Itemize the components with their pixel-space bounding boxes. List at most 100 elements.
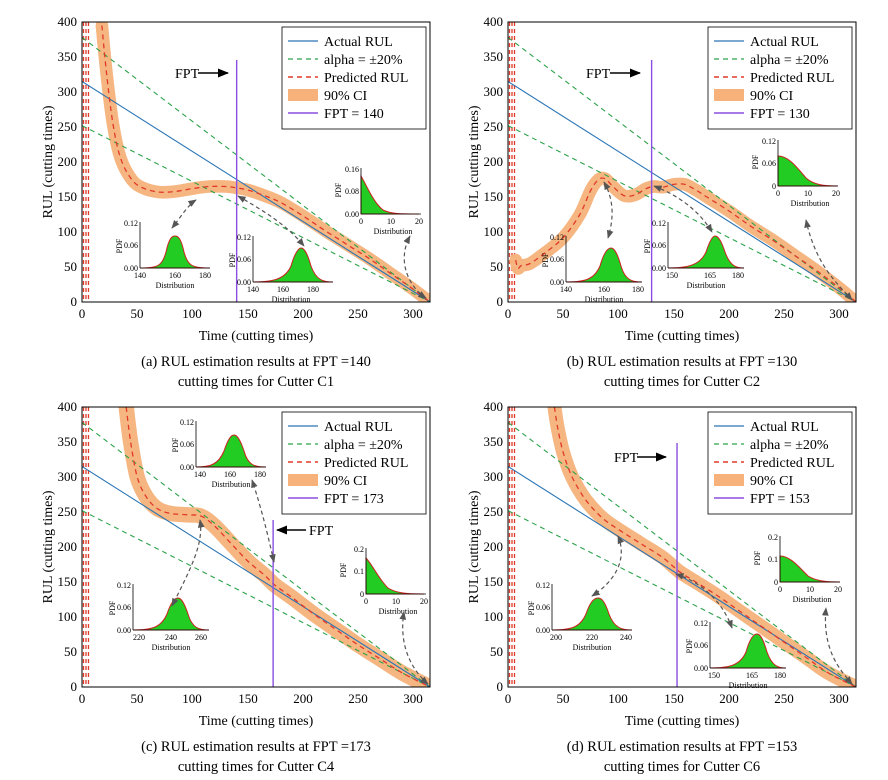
inset-arrows <box>171 195 427 299</box>
inset-ytick: 0.06 <box>237 255 251 264</box>
inset-xlabel: Distribution <box>156 281 195 290</box>
pdf-inset-right: 0.12 0.06 0 0 10 20 Distribution PDF <box>751 137 840 208</box>
x-ticks: 0 50 100 150 200 250 300 <box>79 691 423 706</box>
x-tick-label: 250 <box>348 691 368 706</box>
y-axis-label: RUL (cutting times) <box>467 105 482 218</box>
lower-bound-line <box>508 510 856 687</box>
inset-ytick: 0.12 <box>762 137 776 146</box>
caption-subtitle: cutting times for Cutter C1 <box>177 374 335 390</box>
inset-xtick: 180 <box>199 271 211 280</box>
upper-bound-line <box>82 36 430 302</box>
inset-xtick: 140 <box>560 285 572 294</box>
legend-bounds: alpha = ±20% <box>324 438 403 453</box>
y-tick-label: 250 <box>58 119 78 134</box>
predicted-rul-line <box>553 407 856 687</box>
inset-xlabel: Distribution <box>152 643 191 652</box>
y-tick-label: 350 <box>484 434 504 449</box>
inset-ytick: 0.12 <box>652 219 666 228</box>
legend-fpt: FPT = 173 <box>324 492 384 507</box>
legend-actual: Actual RUL <box>750 420 819 435</box>
caption-subtitle: cutting times for Cutter C2 <box>603 374 761 390</box>
legend-ci: 90% CI <box>324 89 368 104</box>
inset-arrows <box>171 479 429 685</box>
inset-ylabel: PDF <box>228 252 237 267</box>
inset-xlabel: Distribution <box>212 480 251 489</box>
inset-ylabel: PDF <box>171 437 180 452</box>
inset-xlabel: Distribution <box>687 281 726 290</box>
y-tick-label: 50 <box>490 259 503 274</box>
pdf-inset-mid: 0.12 0.06 0.00 150 165 180 Distribution … <box>643 219 745 290</box>
x-tick-label: 300 <box>403 691 423 706</box>
x-tick-label: 50 <box>557 306 570 321</box>
inset-ytick: 0.06 <box>694 641 708 650</box>
pdf-curve <box>132 597 210 631</box>
inset-xtick: 20 <box>834 585 842 594</box>
x-tick-label: 100 <box>608 306 628 321</box>
caption-a: (a) RUL estimation results at FPT =140 c… <box>34 352 478 392</box>
y-tick-label: 350 <box>58 434 78 449</box>
inset-xtick: 140 <box>194 470 206 479</box>
x-tick-label: 200 <box>293 306 313 321</box>
inset-ytick: 0.08 <box>345 187 359 196</box>
pdf-curve <box>709 633 787 669</box>
legend: Actual RUL alpha = ±20% Predicted RUL 90… <box>281 411 427 515</box>
inset-xtick: 20 <box>832 189 840 198</box>
caption-c: (c) RUL estimation results at FPT =173 c… <box>34 737 478 777</box>
legend-bounds: alpha = ±20% <box>324 53 403 68</box>
inset-ytick: 0 <box>772 182 776 191</box>
panel-b: 0 50 100 150 200 250 300 0 50 100 150 20… <box>467 14 857 344</box>
inset-ytick: 0 <box>360 590 364 599</box>
pdf-curve <box>551 597 633 631</box>
legend-predicted: Predicted RUL <box>750 71 834 86</box>
x-tick-label: 0 <box>505 306 512 321</box>
y-tick-label: 0 <box>497 294 504 309</box>
y-tick-label: 150 <box>484 189 504 204</box>
y-ticks: 0 50 100 150 200 250 300 350 400 <box>484 14 504 309</box>
legend-bounds: alpha = ±20% <box>750 53 829 68</box>
inset-ytick: 0.00 <box>180 463 194 472</box>
inset-ylabel: PDF <box>541 252 550 267</box>
pdf-inset-top: 0.12 0.06 0.00 140 160 180 Distribution … <box>171 418 267 489</box>
inset-ylabel: PDF <box>115 238 124 253</box>
inset-ytick: 0.12 <box>536 581 550 590</box>
inset-ytick: 0.1 <box>768 555 778 564</box>
legend-predicted: Predicted RUL <box>750 456 834 471</box>
inset-xtick: 0 <box>776 189 780 198</box>
inset-xtick: 160 <box>224 470 236 479</box>
x-tick-label: 200 <box>719 306 739 321</box>
x-tick-label: 0 <box>79 691 86 706</box>
legend-predicted: Predicted RUL <box>324 71 408 86</box>
actual-rul-line <box>82 466 430 687</box>
inset-ytick: 0.12 <box>237 233 251 242</box>
x-ticks: 0 50 100 150 200 250 300 <box>505 306 849 321</box>
y-tick-label: 100 <box>484 224 504 239</box>
y-tick-label: 350 <box>58 49 78 64</box>
inset-xtick: 180 <box>254 470 266 479</box>
legend: Actual RUL alpha = ±20% Predicted RUL 90… <box>707 26 853 130</box>
pdf-curve <box>252 247 334 283</box>
y-tick-label: 150 <box>58 574 78 589</box>
panel-d: 0 50 100 150 200 250 300 0 50 100 150 20… <box>467 399 857 729</box>
pdf-curve <box>565 247 643 283</box>
inset-xtick: 160 <box>598 285 610 294</box>
inset-xtick: 180 <box>307 285 319 294</box>
x-tick-label: 150 <box>238 306 258 321</box>
inset-xtick: 165 <box>704 271 716 280</box>
inset-ytick: 0.12 <box>694 619 708 628</box>
inset-xtick: 240 <box>620 633 632 642</box>
pdf-inset-left: 0.12 0.06 0.00 200 220 240 Distribution … <box>527 581 633 652</box>
lower-bound-line <box>82 510 430 687</box>
x-tick-label: 0 <box>505 691 512 706</box>
y-tick-label: 150 <box>58 189 78 204</box>
inset-xtick: 260 <box>195 633 207 642</box>
y-tick-label: 400 <box>58 399 78 414</box>
lower-bound-line <box>508 125 856 302</box>
x-tick-label: 150 <box>238 691 258 706</box>
y-tick-label: 250 <box>484 119 504 134</box>
inset-xtick: 10 <box>804 189 812 198</box>
fpt-label: FPT <box>586 67 611 82</box>
y-axis-label: RUL (cutting times) <box>41 105 56 218</box>
inset-ytick: 0.2 <box>354 545 364 554</box>
pdf-curve <box>667 235 745 269</box>
